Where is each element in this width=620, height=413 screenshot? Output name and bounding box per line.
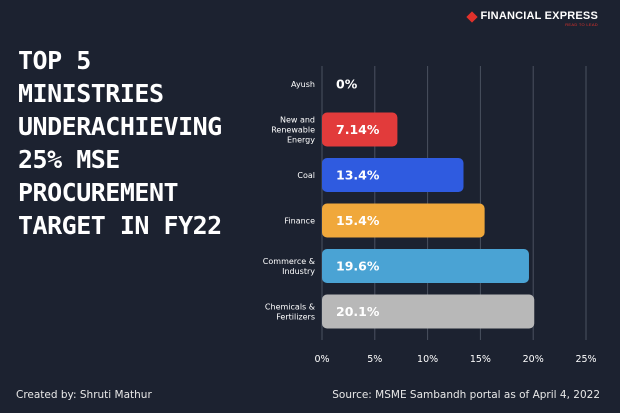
category-label-line: Commerce & xyxy=(263,257,315,266)
category-label-line: Industry xyxy=(282,267,315,276)
category-label-line: Coal xyxy=(297,171,315,180)
category-label: Ayush xyxy=(291,80,315,89)
category-label: New and Renewable Energy xyxy=(271,116,315,145)
title-line: PROCUREMENT xyxy=(18,178,179,207)
category-label-line: Energy xyxy=(287,136,315,145)
title-line: TOP 5 xyxy=(18,46,91,75)
value-label: 20.1% xyxy=(336,304,380,319)
category-label-line: Ayush xyxy=(291,80,315,89)
value-label: 19.6% xyxy=(336,259,380,274)
bar xyxy=(322,203,485,238)
title-line: 25% MSE xyxy=(18,145,120,174)
x-tick-label: 15% xyxy=(470,354,491,365)
category-label: Chemicals & Fertilizers xyxy=(265,303,315,322)
category-label: Finance xyxy=(284,217,315,226)
bar xyxy=(322,249,529,283)
category-label: Commerce & Industry xyxy=(263,257,315,276)
title-line: TARGET IN FY22 xyxy=(18,211,222,240)
value-label: 15.4% xyxy=(336,213,380,228)
category-label: Coal xyxy=(297,171,315,180)
value-label: 13.4% xyxy=(336,168,380,183)
x-tick-label: 25% xyxy=(575,354,596,365)
title-line: MINISTRIES xyxy=(18,79,164,108)
brand-name: FINANCIAL EXPRESS xyxy=(480,10,598,22)
x-tick-label: 10% xyxy=(417,354,438,365)
brand-tagline: READ TO LEAD xyxy=(565,22,598,27)
page-title: TOP 5 MINISTRIES UNDERACHIEVING 25% MSE … xyxy=(18,44,258,242)
title-line: UNDERACHIEVING xyxy=(18,112,222,141)
brand-logo: FINANCIAL EXPRESS READ TO LEAD xyxy=(465,10,599,27)
category-label-line: Chemicals & xyxy=(265,303,315,312)
bar xyxy=(322,158,464,192)
bar xyxy=(322,294,535,329)
category-label-line: Finance xyxy=(284,217,315,226)
x-tick-label: 0% xyxy=(314,354,329,365)
category-label-line: Renewable xyxy=(271,126,315,135)
category-label-line: Fertilizers xyxy=(276,313,315,322)
value-label: 0% xyxy=(336,77,358,92)
credit-text: Created by: Shruti Mathur xyxy=(16,389,152,401)
value-label: 7.14% xyxy=(336,122,380,137)
category-label-line: New and xyxy=(280,116,315,125)
bar xyxy=(322,112,398,147)
x-tick-label: 5% xyxy=(367,354,382,365)
source-text: Source: MSME Sambandh portal as of April… xyxy=(332,389,600,401)
x-tick-label: 20% xyxy=(523,354,544,365)
